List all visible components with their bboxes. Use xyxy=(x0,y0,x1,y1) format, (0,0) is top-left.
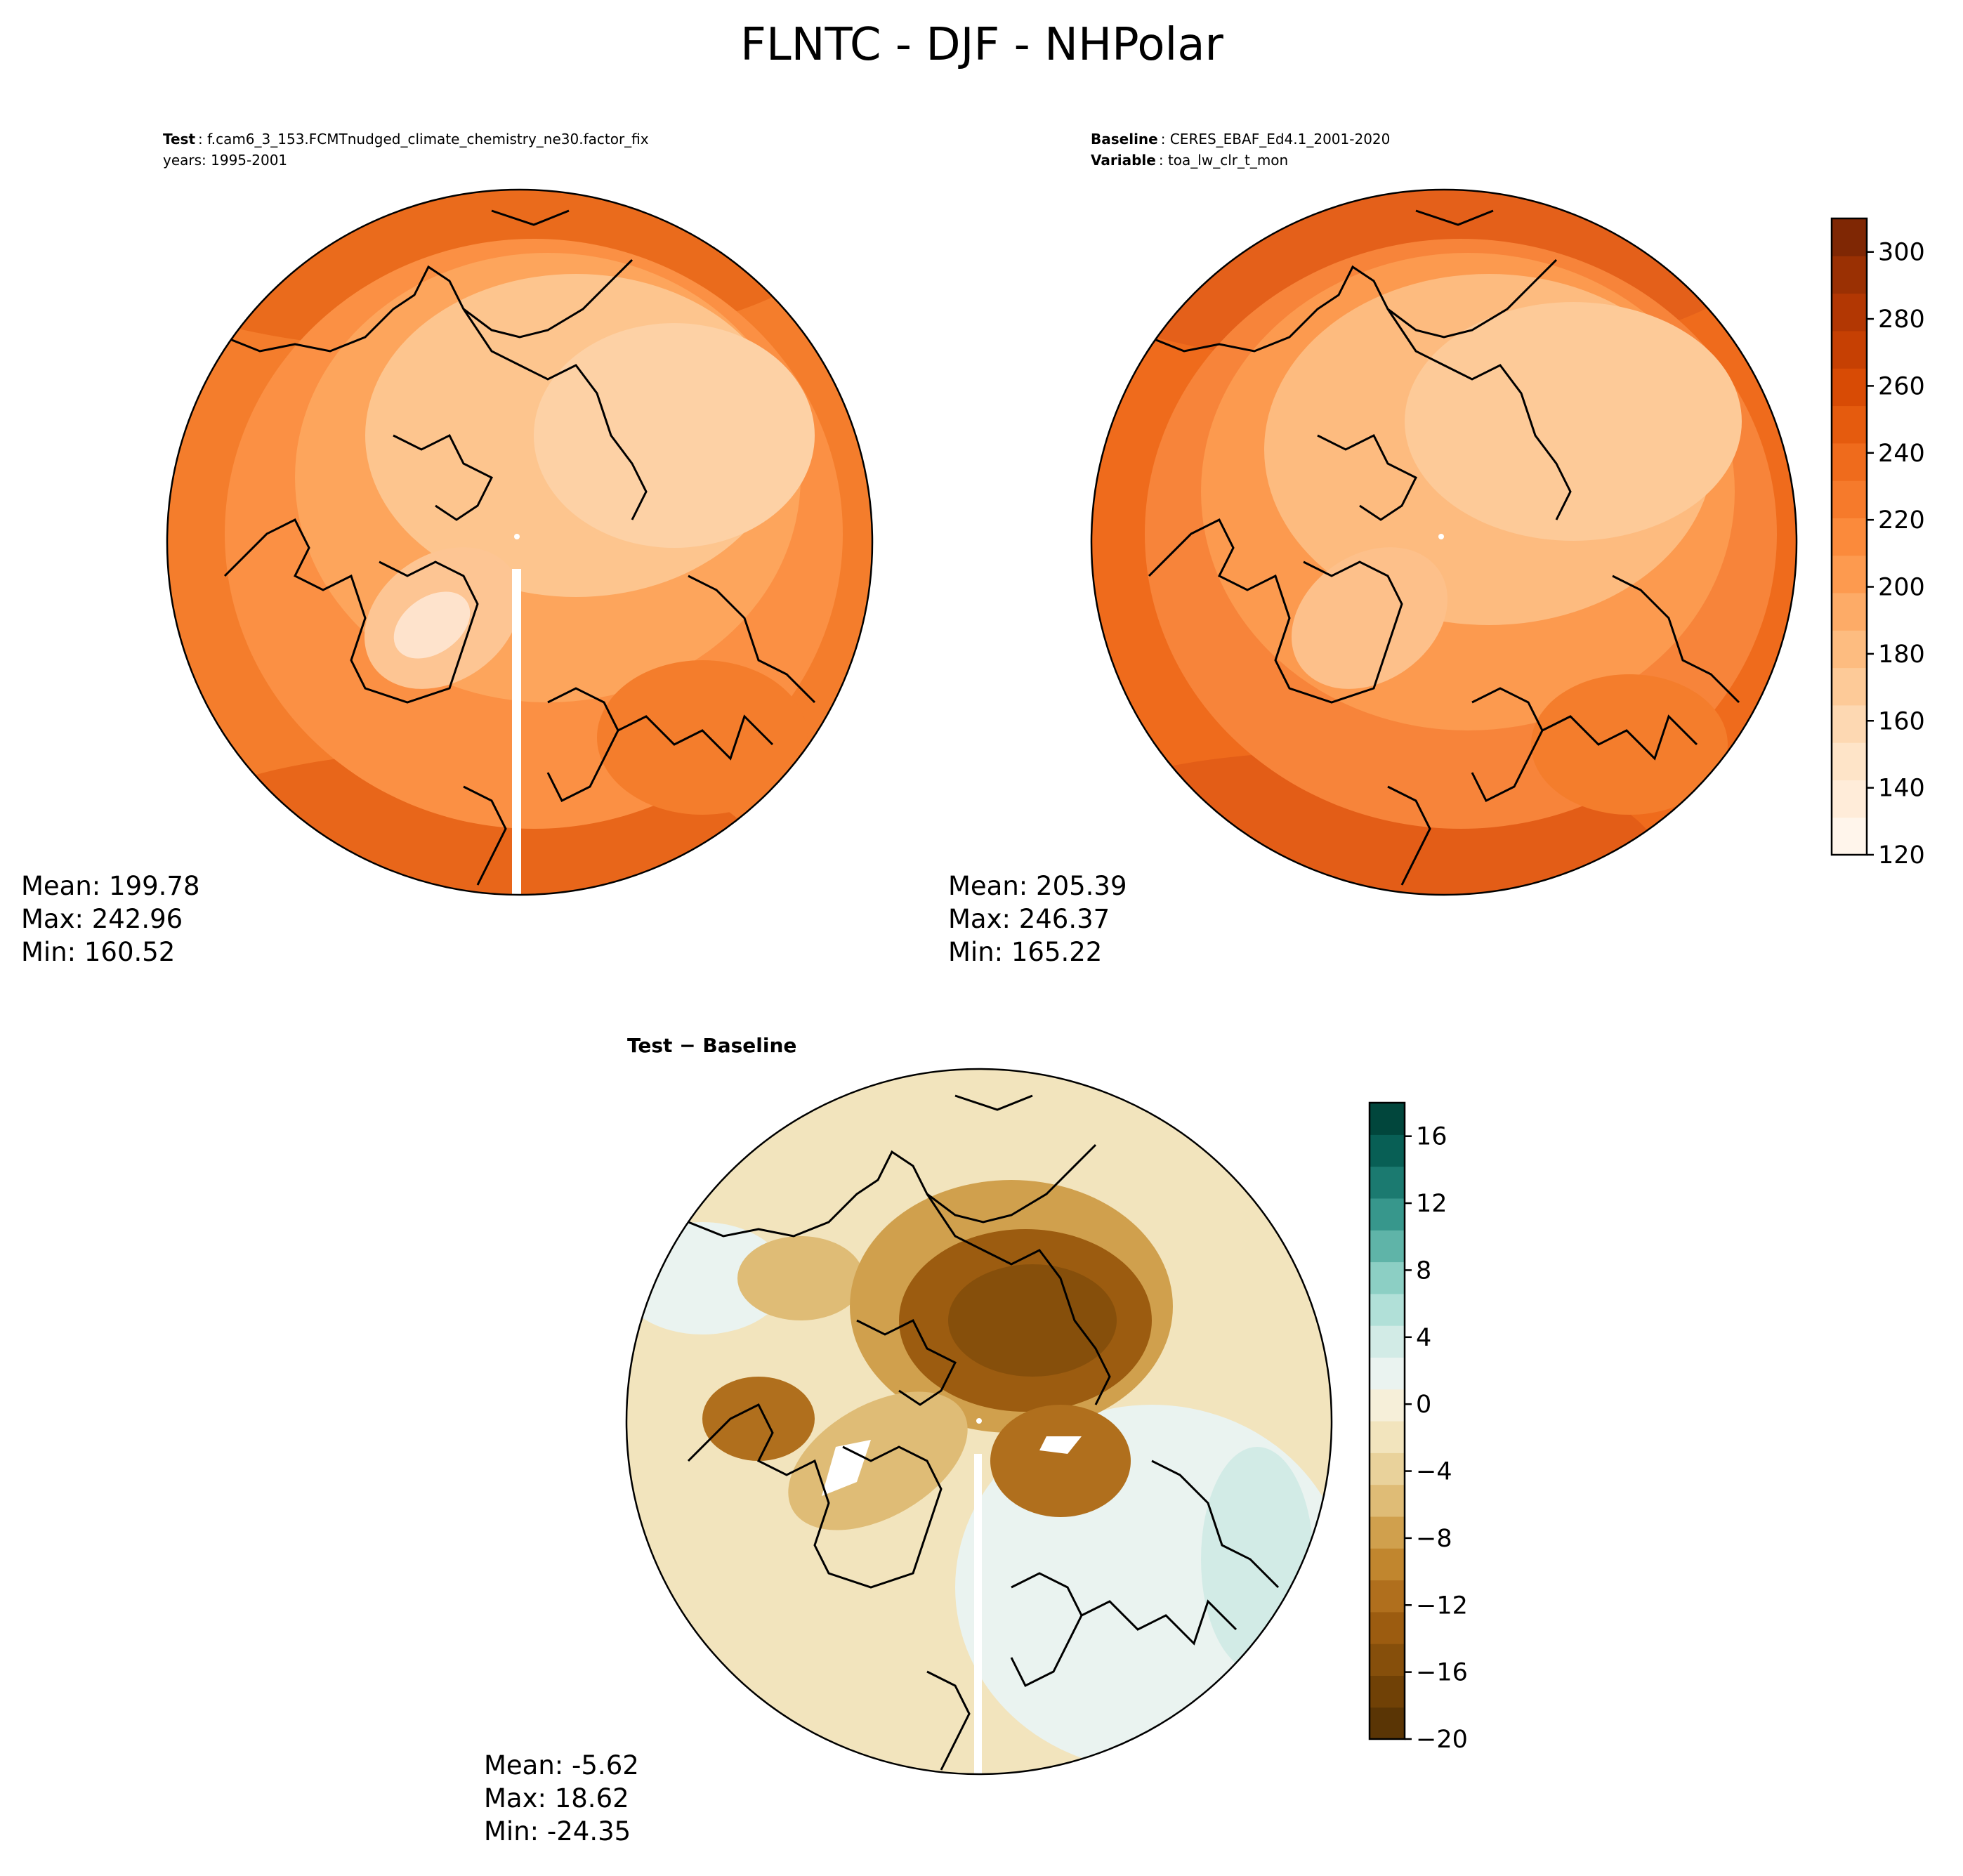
difference-min: Min: -24.35 xyxy=(484,1816,631,1847)
svg-text:Test: f.cam6_3_153.FCMTnudged_: Test: f.cam6_3_153.FCMTnudged_climate_ch… xyxy=(163,131,649,147)
test-panel-header: Test: f.cam6_3_153.FCMTnudged_climate_ch… xyxy=(163,131,649,169)
colorbar-main-swatch xyxy=(1832,330,1867,369)
colorbar-diff-tick-label: 12 xyxy=(1416,1190,1447,1218)
baseline-mean: Mean: 205.39 xyxy=(948,871,1127,901)
colorbar-main-tick-label: 280 xyxy=(1878,306,1925,334)
colorbar-main: 120 140 160 180 200 220 240 260 280 300 xyxy=(1830,217,1925,870)
colorbar-diff-swatch xyxy=(1370,1325,1405,1358)
test-min: Min: 160.52 xyxy=(21,937,175,967)
baseline-variable: toa_lw_clr_t_mon xyxy=(1168,152,1288,169)
colorbar-diff-tick-label: −4 xyxy=(1416,1458,1452,1486)
colorbar-main-swatch xyxy=(1832,480,1867,518)
colorbar-main-swatch xyxy=(1832,218,1867,256)
colorbar-diff-swatch xyxy=(1370,1166,1405,1199)
colorbar-diff-swatch xyxy=(1370,1452,1405,1485)
colorbar-diff-swatch xyxy=(1370,1707,1405,1740)
colorbar-diff-swatch xyxy=(1370,1548,1405,1581)
colorbar-diff-swatch xyxy=(1370,1644,1405,1676)
colorbar-main-swatch xyxy=(1832,405,1867,444)
test-label: Test xyxy=(163,131,195,147)
difference-stats: Mean: -5.62 Max: 18.62 Min: -24.35 xyxy=(484,1750,639,1847)
colorbar-diff-swatch xyxy=(1370,1580,1405,1613)
colorbar-main-swatch xyxy=(1832,704,1867,743)
colorbar-diff-swatch xyxy=(1370,1421,1405,1453)
colorbar-main-swatch xyxy=(1832,256,1867,294)
baseline-min: Min: 165.22 xyxy=(948,937,1102,967)
colorbar-diff-tick-label: 8 xyxy=(1416,1257,1431,1285)
colorbar-main-swatch xyxy=(1832,592,1867,631)
test-max: Max: 242.96 xyxy=(21,904,183,934)
colorbar-diff-tick-label: 0 xyxy=(1416,1391,1431,1419)
colorbar-main-tick-label: 180 xyxy=(1878,641,1925,669)
colorbar-main-swatch xyxy=(1832,630,1867,669)
colorbar-diff-swatch xyxy=(1370,1516,1405,1549)
colorbar-diff-swatch xyxy=(1370,1261,1405,1294)
colorbar-main-swatch xyxy=(1832,667,1867,706)
colorbar-diff-tick-label: −20 xyxy=(1416,1726,1468,1754)
baseline-stats: Mean: 205.39 Max: 246.37 Min: 165.22 xyxy=(948,871,1127,967)
difference-max: Max: 18.62 xyxy=(484,1783,629,1813)
baseline-max: Max: 246.37 xyxy=(948,904,1110,934)
colorbar-main-tick-label: 200 xyxy=(1878,574,1925,602)
difference-title: Test − Baseline xyxy=(627,1034,796,1057)
baseline-panel-header: Baseline: CERES_EBAF_Ed4.1_2001-2020 Var… xyxy=(1091,131,1390,169)
svg-text:Variable: toa_lw_clr_t_mon: Variable: toa_lw_clr_t_mon xyxy=(1091,152,1288,169)
colorbar-main-tick-label: 160 xyxy=(1878,707,1925,735)
colorbar-main-swatch xyxy=(1832,780,1867,818)
colorbar-diff-tick-label: 16 xyxy=(1416,1123,1447,1151)
baseline-map xyxy=(1090,188,1798,896)
colorbar-diff-swatch xyxy=(1370,1675,1405,1708)
colorbar-main-tick-label: 120 xyxy=(1878,841,1925,870)
colorbar-diff-swatch xyxy=(1370,1389,1405,1422)
test-stats: Mean: 199.78 Max: 242.96 Min: 160.52 xyxy=(21,871,200,967)
test-mean: Mean: 199.78 xyxy=(21,871,200,901)
colorbar-main-swatch xyxy=(1832,442,1867,481)
baseline-label: Baseline xyxy=(1091,131,1158,147)
colorbar-diff-tick-label: 4 xyxy=(1416,1324,1431,1352)
colorbar-diff-swatch xyxy=(1370,1134,1405,1167)
test-years: years: 1995-2001 xyxy=(163,152,287,169)
colorbar-diff-frame xyxy=(1368,1101,1406,1740)
test-case-name: f.cam6_3_153.FCMTnudged_climate_chemistr… xyxy=(207,131,649,147)
colorbar-diff-tick-label: −8 xyxy=(1416,1525,1452,1553)
colorbar-diff-swatch xyxy=(1370,1484,1405,1517)
colorbar-diff-swatch xyxy=(1370,1103,1405,1135)
test-map xyxy=(166,188,874,896)
colorbar-main-swatch xyxy=(1832,518,1867,556)
colorbar-main-swatch xyxy=(1832,293,1867,332)
colorbar-diff-swatch xyxy=(1370,1198,1405,1231)
difference-mean: Mean: -5.62 xyxy=(484,1750,639,1780)
figure-title: FLNTC - DJF - NHPolar xyxy=(740,19,1223,71)
colorbar-main-tick-label: 140 xyxy=(1878,775,1925,803)
colorbar-main-swatch xyxy=(1832,368,1867,407)
colorbar-main-swatch xyxy=(1832,555,1867,593)
colorbar-main-swatch xyxy=(1832,742,1867,781)
difference-map xyxy=(625,1068,1333,1776)
colorbar-difference: −20 −16 −12 −8 −4 0 4 8 12 16 xyxy=(1368,1101,1468,1754)
colorbar-diff-swatch xyxy=(1370,1611,1405,1644)
colorbar-main-tick-label: 240 xyxy=(1878,440,1925,468)
colorbar-diff-tick-label: −16 xyxy=(1416,1659,1468,1687)
colorbar-main-frame xyxy=(1830,217,1868,856)
colorbar-diff-swatch xyxy=(1370,1357,1405,1390)
colorbar-main-tick-label: 220 xyxy=(1878,506,1925,534)
svg-text:Baseline: CERES_EBAF_Ed4.1_200: Baseline: CERES_EBAF_Ed4.1_2001-2020 xyxy=(1091,131,1390,147)
baseline-variable-label: Variable xyxy=(1091,152,1156,169)
colorbar-main-tick-label: 260 xyxy=(1878,372,1925,400)
colorbar-diff-swatch xyxy=(1370,1230,1405,1263)
colorbar-main-swatch xyxy=(1832,817,1867,855)
colorbar-diff-tick-label: −12 xyxy=(1416,1592,1468,1620)
colorbar-main-tick-label: 300 xyxy=(1878,239,1925,267)
baseline-case-name: CERES_EBAF_Ed4.1_2001-2020 xyxy=(1170,131,1391,147)
colorbar-diff-swatch xyxy=(1370,1293,1405,1326)
